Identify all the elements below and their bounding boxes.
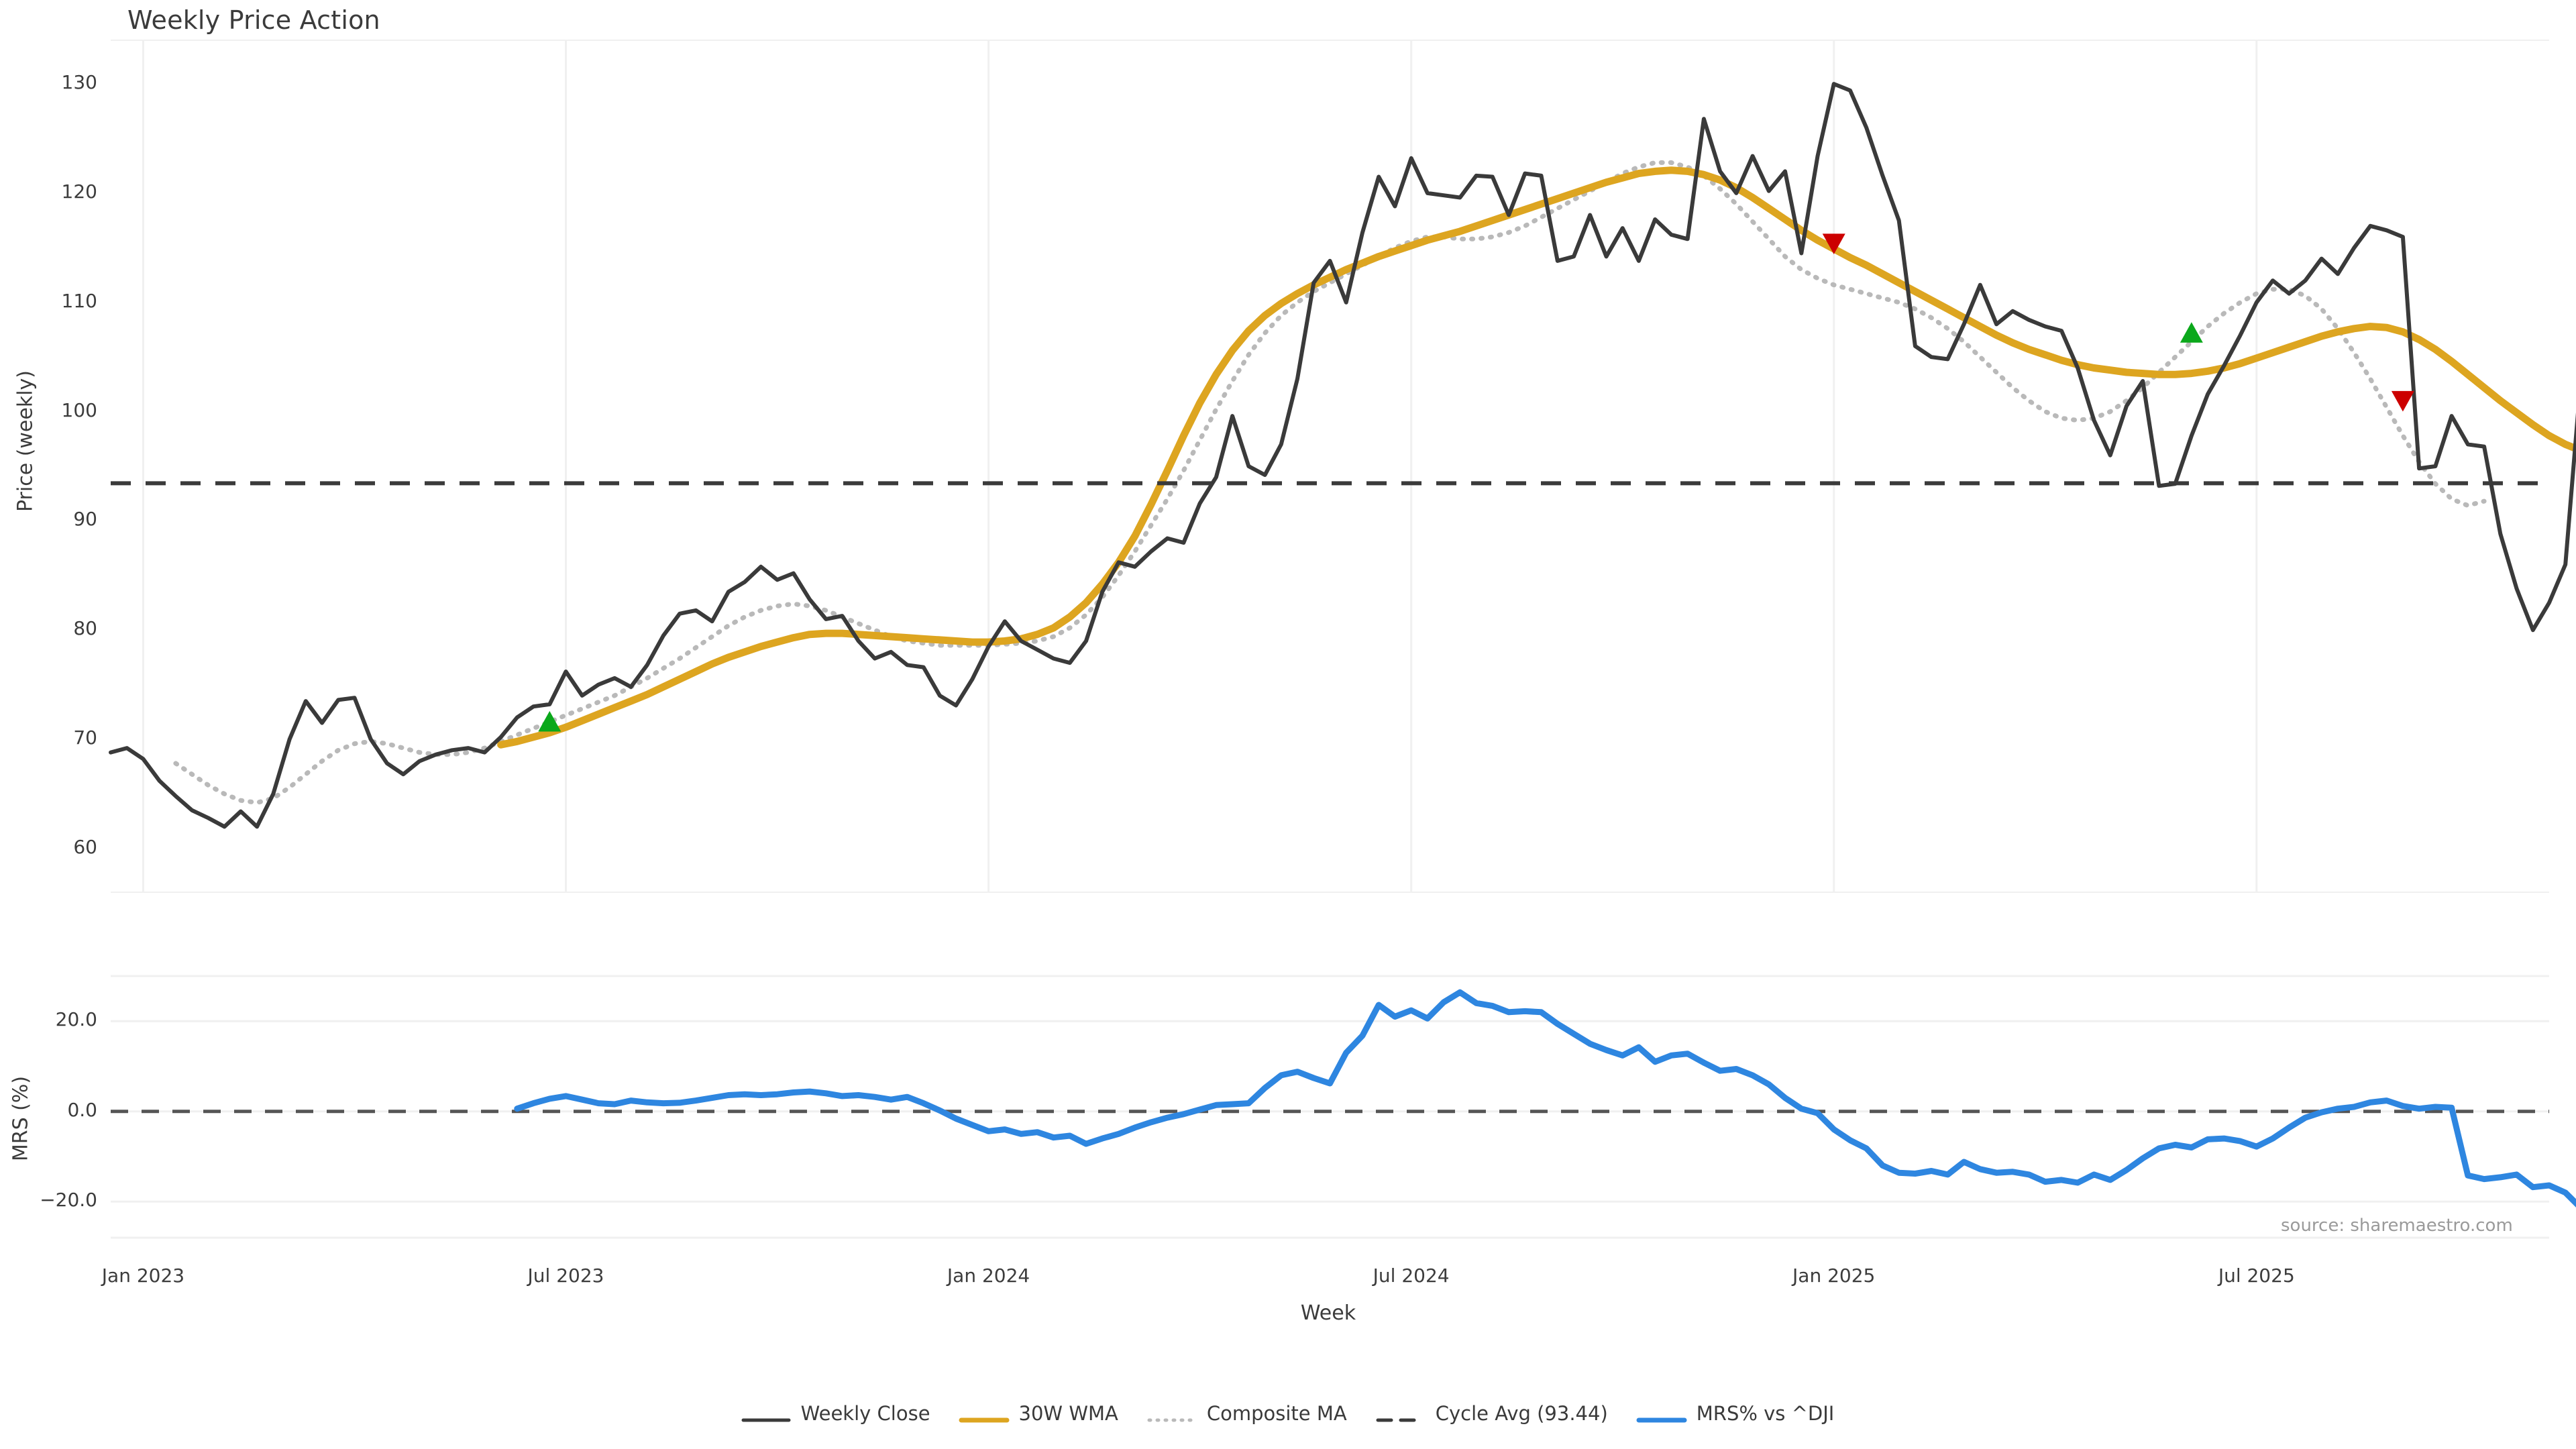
page-title: Weekly Price Action [127, 5, 380, 35]
sell-signal-marker [1822, 233, 1845, 254]
legend-label: Weekly Close [800, 1402, 930, 1425]
buy-signal-marker [538, 710, 561, 732]
legend-label: MRS% vs ^DJI [1696, 1402, 1835, 1425]
series-30w-wma [497, 166, 2576, 749]
x-tick: Jan 2024 [947, 1265, 1030, 1287]
series-mrs [514, 989, 2576, 1208]
price-y-tick: 130 [61, 71, 97, 94]
price-y-tick: 90 [73, 508, 97, 531]
price-y-tick: 120 [61, 180, 97, 203]
legend-item-mrs-vs-dji[interactable]: MRS% vs ^DJI [1636, 1402, 1835, 1425]
price-y-tick: 80 [73, 617, 97, 640]
legend-item-30w-wma[interactable]: 30W WMA [959, 1402, 1118, 1425]
legend-item-weekly-close[interactable]: Weekly Close [741, 1402, 930, 1425]
price-y-tick: 60 [73, 835, 97, 858]
x-tick: Jul 2025 [2218, 1265, 2295, 1287]
legend-label: Cycle Avg (93.44) [1435, 1402, 1608, 1425]
x-tick: Jan 2023 [101, 1265, 185, 1287]
mrs-y-tick: −20.0 [40, 1189, 97, 1212]
price-y-tick: 110 [61, 289, 97, 312]
x-tick: Jul 2024 [1373, 1265, 1450, 1287]
chart-legend: Weekly Close 30W WMA Composite MA Cycle Avg… [0, 1402, 2576, 1425]
x-axis-label: Week [1300, 1301, 1356, 1325]
legend-item-composite-ma[interactable]: Composite MA [1147, 1402, 1347, 1425]
buy-signal-marker [2180, 322, 2203, 343]
x-tick: Jan 2025 [1792, 1265, 1876, 1287]
source-watermark: source: sharemaestro.com [2281, 1216, 2513, 1236]
price-y-tick: 100 [61, 398, 97, 421]
price-y-tick: 70 [73, 727, 97, 749]
series-weekly-close [109, 82, 2576, 829]
legend-label: 30W WMA [1018, 1402, 1118, 1425]
mrs-y-tick: 0.0 [67, 1098, 97, 1121]
legend-item-cycle-avg-93-44[interactable]: Cycle Avg (93.44) [1376, 1402, 1608, 1425]
mrs-y-tick: 20.0 [55, 1008, 97, 1031]
sell-signal-marker [2391, 390, 2414, 412]
legend-label: Composite MA [1206, 1402, 1347, 1425]
series-composite-ma [173, 160, 2487, 805]
x-tick: Jul 2023 [527, 1265, 604, 1287]
